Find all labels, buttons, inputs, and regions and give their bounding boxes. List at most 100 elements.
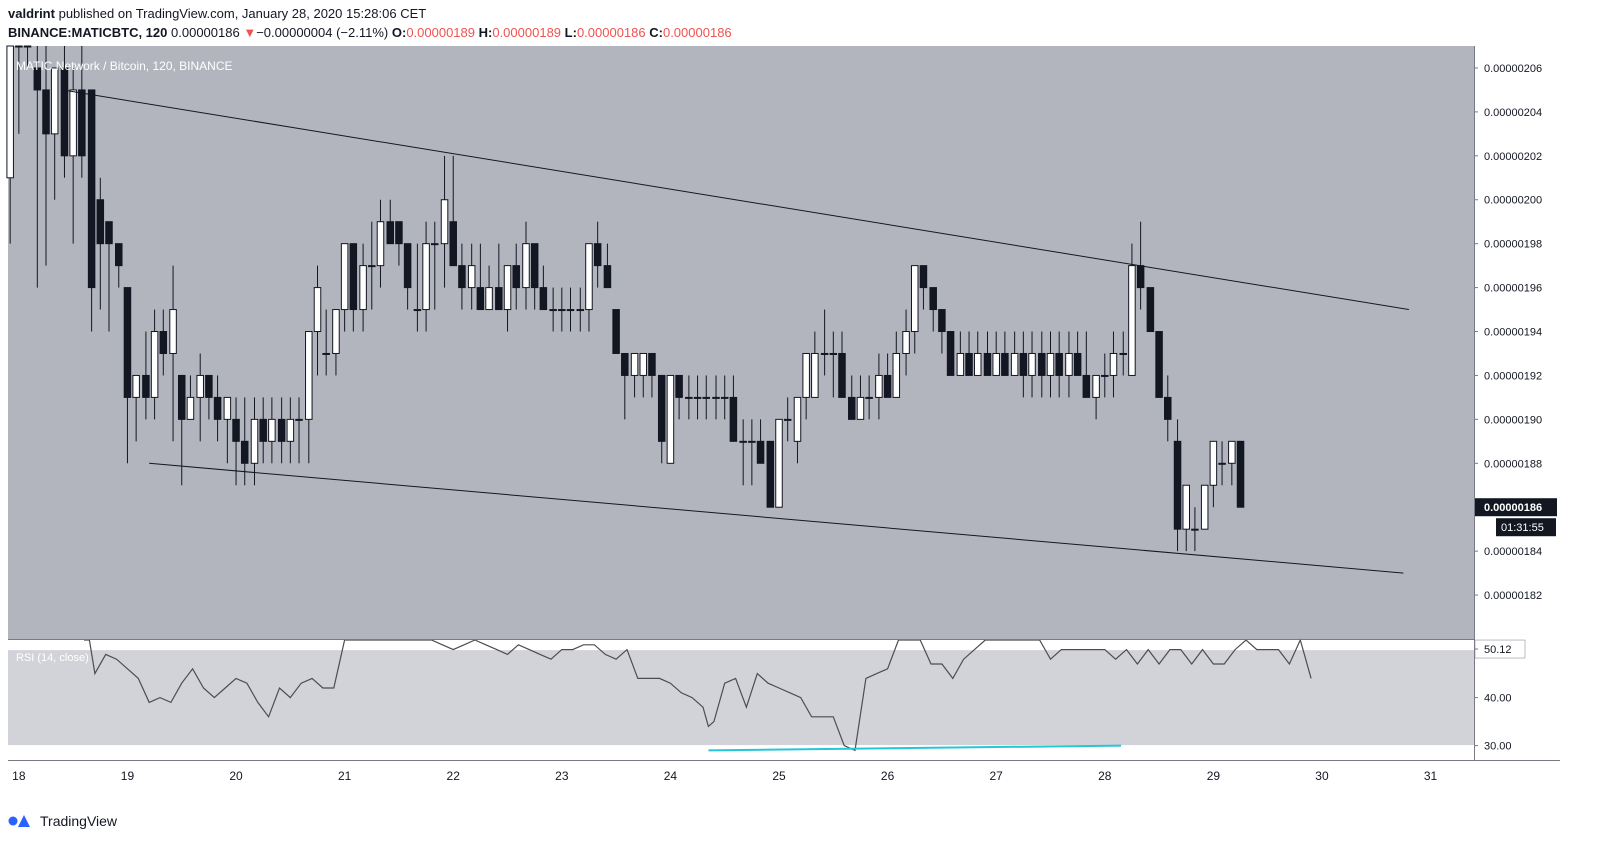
- candle: [376, 199, 385, 288]
- candle-body: [431, 243, 439, 246]
- time-axis[interactable]: 18 19 20 21 22 23 24 25 26 27 28 29 30 31: [12, 769, 1437, 783]
- candle-body: [395, 221, 403, 245]
- y-tick-label: 0.00000202: [1484, 151, 1542, 163]
- candle: [196, 353, 204, 442]
- symbol-label[interactable]: BINANCE:MATICBTC, 120: [8, 25, 168, 40]
- candle-body: [612, 309, 620, 354]
- candle-body: [965, 352, 973, 376]
- candle-body: [685, 396, 693, 399]
- candle: [268, 397, 276, 464]
- x-tick-label: 30: [1315, 769, 1329, 783]
- candle: [1182, 484, 1190, 552]
- candle-body: [268, 418, 276, 442]
- candle-body: [603, 265, 612, 289]
- trendline-lower[interactable]: [149, 462, 1404, 574]
- close-value: 0.00000186: [662, 25, 732, 40]
- trendlines-group: [62, 89, 1409, 574]
- candle: [1082, 331, 1091, 398]
- candle-body: [983, 352, 992, 376]
- author-name[interactable]: valdrint: [8, 6, 55, 21]
- candle-body: [15, 45, 23, 48]
- down-arrow-icon: ▼: [243, 25, 257, 40]
- candle: [60, 46, 69, 178]
- candle: [115, 243, 123, 288]
- close-label: C:: [649, 25, 663, 40]
- candle: [313, 265, 322, 376]
- candle-body: [96, 199, 105, 245]
- candle-body: [1200, 484, 1209, 530]
- candle: [612, 309, 620, 354]
- candle-body: [848, 396, 856, 420]
- candle: [213, 375, 222, 442]
- candle-body: [1101, 374, 1109, 377]
- candle-body: [1191, 528, 1199, 531]
- rsi-band: [8, 649, 1474, 746]
- candle: [1019, 331, 1028, 398]
- candle-body: [1164, 396, 1172, 420]
- candle: [1146, 287, 1155, 333]
- candle: [1055, 331, 1063, 398]
- candle-body: [322, 352, 330, 355]
- candle: [1046, 331, 1055, 398]
- candle-body: [142, 374, 150, 398]
- candle: [1073, 331, 1082, 376]
- y-tick-label: 0.00000192: [1484, 370, 1542, 382]
- candle-body: [196, 374, 204, 398]
- candle-body: [1228, 440, 1236, 464]
- y-tick-label: 0.00000204: [1484, 107, 1542, 119]
- candle-body: [186, 396, 195, 420]
- candle-body: [305, 331, 313, 420]
- candle-body: [549, 309, 557, 312]
- x-tick-label: 19: [121, 769, 135, 783]
- candle-body: [60, 67, 69, 157]
- candle: [431, 221, 439, 310]
- last-price-label: 0.00000186: [1484, 502, 1542, 514]
- candle-body: [820, 352, 829, 355]
- rsi-divergence-line[interactable]: [708, 744, 1122, 752]
- candle: [1065, 331, 1073, 398]
- trendline-upper[interactable]: [62, 89, 1409, 311]
- candle: [15, 45, 23, 134]
- candle: [23, 45, 32, 68]
- candle: [69, 67, 77, 244]
- candle: [159, 309, 168, 376]
- price-axis[interactable]: 0.00000206 0.00000204 0.00000202 0.00000200…: [1474, 63, 1557, 602]
- candle-body: [946, 331, 955, 376]
- candle-body: [829, 352, 838, 355]
- candle-body: [593, 243, 602, 267]
- candle: [205, 374, 213, 420]
- candle-body: [919, 265, 928, 289]
- candle-body: [42, 89, 50, 135]
- candle-body: [657, 374, 666, 442]
- candle: [603, 243, 612, 289]
- candle: [811, 331, 819, 398]
- candle-body: [1082, 374, 1091, 398]
- candle-body: [6, 45, 14, 179]
- candle-body: [123, 287, 132, 398]
- rsi-title: RSI (14, close): [16, 652, 89, 664]
- candle-body: [1173, 440, 1182, 530]
- tradingview-footer[interactable]: TradingView: [8, 812, 117, 830]
- candle: [132, 374, 140, 442]
- last-value: 0.00000186: [171, 25, 240, 40]
- candle: [946, 331, 955, 376]
- rsi-axis[interactable]: 50.12 40.00 30.00: [1474, 639, 1526, 753]
- candle-body: [1038, 352, 1046, 376]
- candle: [1218, 441, 1226, 486]
- y-tick-label: 0.00000184: [1484, 546, 1542, 558]
- candle: [305, 331, 313, 464]
- candle: [1010, 331, 1019, 376]
- candle: [6, 45, 14, 244]
- candle-body: [585, 243, 593, 311]
- candle: [522, 221, 530, 310]
- candle-body: [558, 309, 566, 312]
- candle: [748, 419, 756, 486]
- candle-body: [910, 265, 919, 333]
- candle: [865, 375, 873, 420]
- candle: [766, 440, 775, 508]
- candle: [783, 397, 792, 442]
- candle-body: [621, 352, 629, 376]
- y-tick-label: 0.00000200: [1484, 195, 1542, 207]
- candle: [403, 243, 412, 310]
